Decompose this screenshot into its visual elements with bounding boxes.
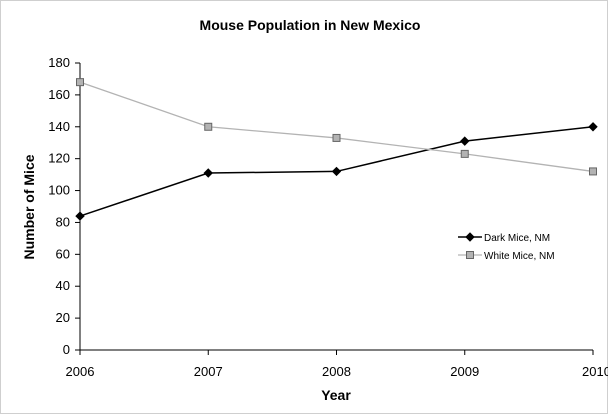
x-tick-label: 2008 (322, 364, 351, 379)
y-axis-label: Number of Mice (21, 154, 37, 259)
x-tick-label: 2006 (66, 364, 95, 379)
y-tick-label: 0 (63, 342, 70, 357)
legend-label-dark-mice: Dark Mice, NM (484, 233, 550, 244)
x-axis-label: Year (321, 387, 351, 403)
legend-label-white-mice: White Mice, NM (484, 251, 555, 262)
x-tick-label: 2009 (450, 364, 479, 379)
y-tick-label: 40 (56, 278, 70, 293)
white-mice-point (332, 133, 341, 142)
white-mice-point (460, 149, 469, 158)
dark-mice-point (203, 168, 213, 178)
legend-marker-white-mice (466, 251, 474, 259)
y-tick-label: 120 (48, 151, 70, 166)
chart-title: Mouse Population in New Mexico (200, 17, 421, 33)
legend: Dark Mice, NM White Mice, NM (458, 232, 555, 262)
y-tick-label: 60 (56, 246, 70, 261)
y-tick-label: 80 (56, 214, 70, 229)
white-mice-point (76, 78, 84, 87)
y-tick-label: 160 (48, 87, 70, 102)
x-ticks: 2006 2007 2008 2009 2010 (66, 350, 608, 379)
series-layer (75, 78, 598, 221)
y-tick-label: 180 (48, 55, 70, 70)
dark-mice-point (75, 211, 85, 221)
x-tick-label: 2007 (194, 364, 223, 379)
x-tick-label: 2010 (582, 364, 608, 379)
dark-mice-point (588, 122, 598, 132)
y-tick-label: 140 (48, 119, 70, 134)
axes (79, 63, 593, 351)
white-mice-point (204, 122, 213, 131)
y-tick-label: 100 (48, 183, 70, 198)
white-mice-point (589, 167, 597, 176)
dark-mice-point (331, 166, 342, 177)
series-line-white-mice (79, 81, 594, 173)
dark-mice-point (460, 136, 470, 146)
legend-marker-dark-mice (465, 232, 475, 242)
y-ticks: 0 20 40 60 80 100 120 140 160 180 (48, 55, 80, 357)
y-tick-label: 20 (56, 310, 70, 325)
